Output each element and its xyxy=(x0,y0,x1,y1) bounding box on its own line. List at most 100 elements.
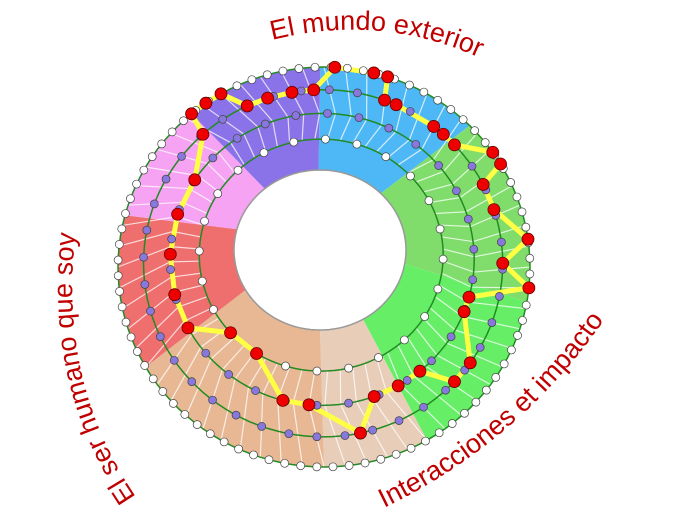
route-node xyxy=(496,256,510,270)
route-node xyxy=(378,93,391,107)
node-dot xyxy=(132,347,142,356)
route-node xyxy=(261,91,275,105)
node-dot xyxy=(158,387,168,396)
route-node xyxy=(181,321,195,335)
route-node xyxy=(185,107,198,121)
route-node xyxy=(354,426,367,440)
node-dot xyxy=(146,306,155,316)
node-dot xyxy=(411,139,421,149)
node-dot xyxy=(419,402,428,412)
node-dot xyxy=(231,410,241,420)
node-dot xyxy=(467,161,477,171)
node-dot xyxy=(480,138,490,147)
node-dot xyxy=(405,107,415,116)
route-node xyxy=(285,85,299,99)
node-dot xyxy=(421,436,430,446)
node-dot xyxy=(147,152,157,161)
node-dot xyxy=(353,88,362,98)
node-dot xyxy=(495,292,504,301)
node-dot xyxy=(325,85,334,95)
node-dot xyxy=(232,133,242,143)
node-dot xyxy=(521,300,531,310)
node-dot xyxy=(117,224,127,234)
route-node xyxy=(494,157,507,171)
node-dot xyxy=(419,87,429,97)
route-node xyxy=(381,70,395,84)
route-node xyxy=(199,96,213,110)
node-dot xyxy=(447,419,457,428)
node-dot xyxy=(294,64,304,73)
node-dot xyxy=(427,356,436,366)
node-dot xyxy=(121,209,130,218)
route-node xyxy=(196,127,210,141)
center-hole xyxy=(233,169,407,331)
node-dot xyxy=(278,66,288,76)
route-node xyxy=(462,290,476,304)
node-dot xyxy=(166,265,175,274)
node-dot xyxy=(224,370,233,379)
node-dot xyxy=(180,410,190,419)
node-dot xyxy=(284,429,294,439)
route-node xyxy=(276,393,290,407)
node-dot xyxy=(513,331,522,340)
node-dot xyxy=(340,431,350,440)
node-dot xyxy=(132,179,141,189)
route-node xyxy=(302,398,316,412)
node-dot xyxy=(352,139,362,149)
node-dot xyxy=(126,332,136,342)
node-dot xyxy=(446,332,456,342)
node-dot xyxy=(219,437,229,447)
node-dot xyxy=(402,376,412,385)
node-dot xyxy=(499,359,509,369)
node-dot xyxy=(358,66,368,76)
node-dot xyxy=(310,62,320,72)
node-dot xyxy=(344,398,353,408)
route-node xyxy=(214,87,228,101)
node-dot xyxy=(475,343,485,352)
node-dot xyxy=(208,153,218,163)
route-node xyxy=(522,281,536,295)
node-dot xyxy=(232,81,242,91)
node-dot xyxy=(328,462,338,472)
route-node xyxy=(240,99,254,113)
node-dot xyxy=(233,165,243,175)
node-dot xyxy=(491,373,501,382)
node-dot xyxy=(321,134,330,144)
node-dot xyxy=(251,386,260,395)
node-dot xyxy=(113,271,123,281)
node-dot xyxy=(179,116,188,126)
node-dot xyxy=(213,189,223,198)
node-dot xyxy=(113,255,123,265)
node-dot xyxy=(469,244,479,254)
node-dot xyxy=(507,345,516,355)
sector xyxy=(363,263,527,441)
node-dot xyxy=(312,366,322,376)
node-dot xyxy=(525,253,535,263)
node-dot xyxy=(391,449,401,459)
node-dot xyxy=(155,332,165,341)
node-dot xyxy=(139,252,148,262)
node-dot xyxy=(434,161,443,170)
node-dot xyxy=(406,443,416,453)
route-node xyxy=(224,326,237,340)
route-node xyxy=(413,364,427,378)
node-dot xyxy=(262,70,272,80)
node-dot xyxy=(487,318,497,327)
route-node xyxy=(448,138,461,152)
node-dot xyxy=(512,192,522,202)
node-dot xyxy=(140,361,150,370)
node-dot xyxy=(296,86,306,96)
node-dot xyxy=(481,385,491,395)
node-dot xyxy=(435,224,445,234)
route-node xyxy=(163,247,177,261)
route-node xyxy=(367,390,381,403)
node-dot xyxy=(169,355,179,365)
node-dot xyxy=(405,80,414,90)
node-dot xyxy=(342,63,352,73)
node-dot xyxy=(201,348,211,358)
node-dot xyxy=(525,269,535,279)
route-node xyxy=(188,173,202,187)
node-dot xyxy=(281,361,290,371)
node-dot xyxy=(264,455,274,465)
